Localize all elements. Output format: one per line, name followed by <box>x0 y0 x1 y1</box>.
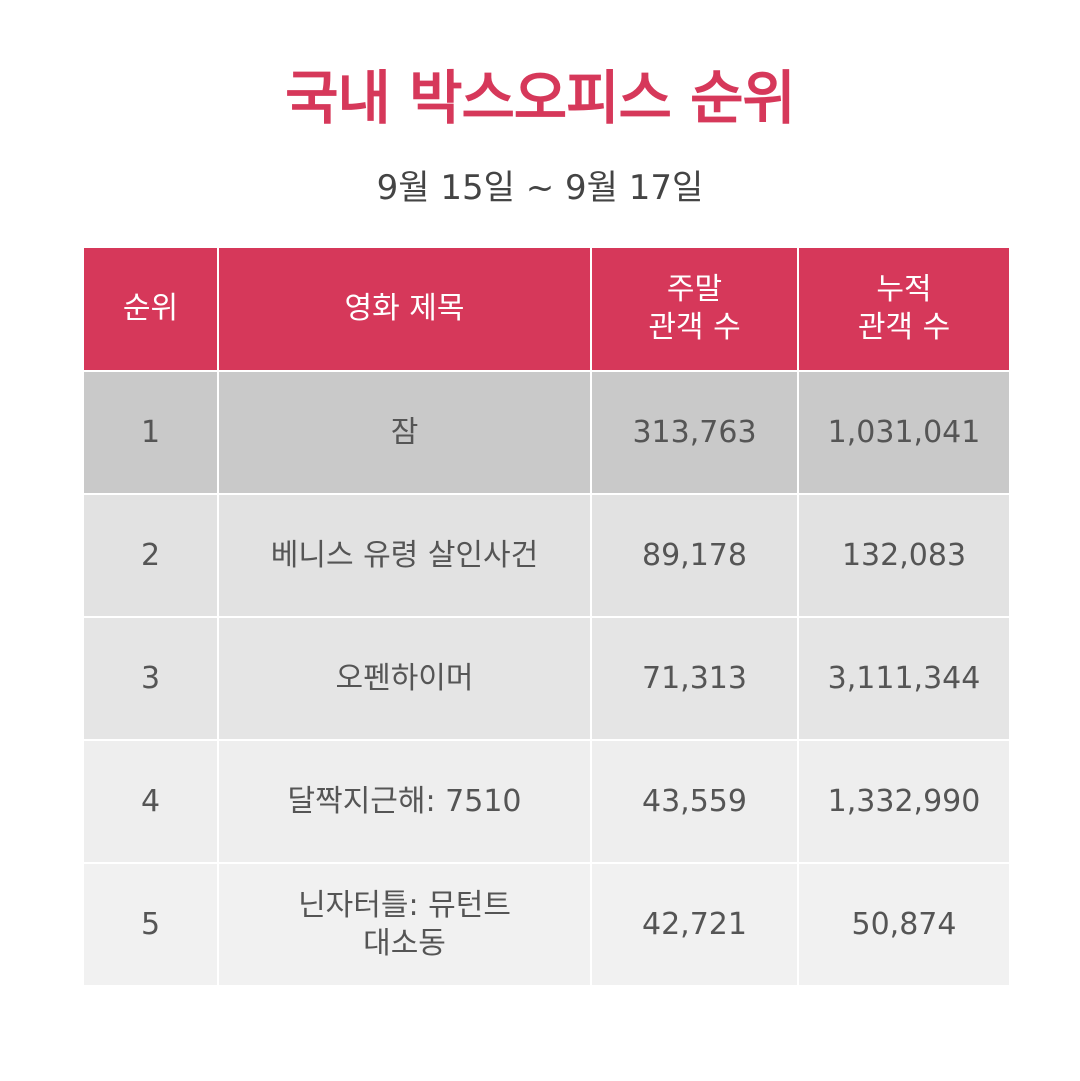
cell-weekend-audience: 43,559 <box>592 741 799 864</box>
header-total-audience: 누적 관객 수 <box>799 248 1009 372</box>
date-range: 9월 15일 ~ 9월 17일 <box>376 168 704 208</box>
cell-total-audience: 3,111,344 <box>799 618 1009 741</box>
cell-movie-title: 닌자터틀: 뮤턴트 대소동 <box>219 864 592 987</box>
header-movie-title: 영화 제목 <box>219 248 592 372</box>
header-rank: 순위 <box>84 248 219 372</box>
header-weekend-audience: 주말 관객 수 <box>592 248 799 372</box>
cell-weekend-audience: 71,313 <box>592 618 799 741</box>
cell-total-audience: 1,031,041 <box>799 372 1009 495</box>
cell-rank: 4 <box>84 741 219 864</box>
cell-rank: 3 <box>84 618 219 741</box>
cell-rank: 1 <box>84 372 219 495</box>
cell-weekend-audience: 89,178 <box>592 495 799 618</box>
cell-weekend-audience: 313,763 <box>592 372 799 495</box>
cell-total-audience: 1,332,990 <box>799 741 1009 864</box>
cell-weekend-audience: 42,721 <box>592 864 799 987</box>
cell-movie-title: 잠 <box>219 372 592 495</box>
cell-total-audience: 132,083 <box>799 495 1009 618</box>
cell-rank: 5 <box>84 864 219 987</box>
page-title: 국내 박스오피스 순위 <box>285 64 796 132</box>
cell-total-audience: 50,874 <box>799 864 1009 987</box>
box-office-table: 순위 영화 제목 주말 관객 수 누적 관객 수 1 잠 313,763 1,0… <box>84 248 1009 987</box>
cell-rank: 2 <box>84 495 219 618</box>
cell-movie-title: 달짝지근해: 7510 <box>219 741 592 864</box>
cell-movie-title: 오펜하이머 <box>219 618 592 741</box>
cell-movie-title: 베니스 유령 살인사건 <box>219 495 592 618</box>
